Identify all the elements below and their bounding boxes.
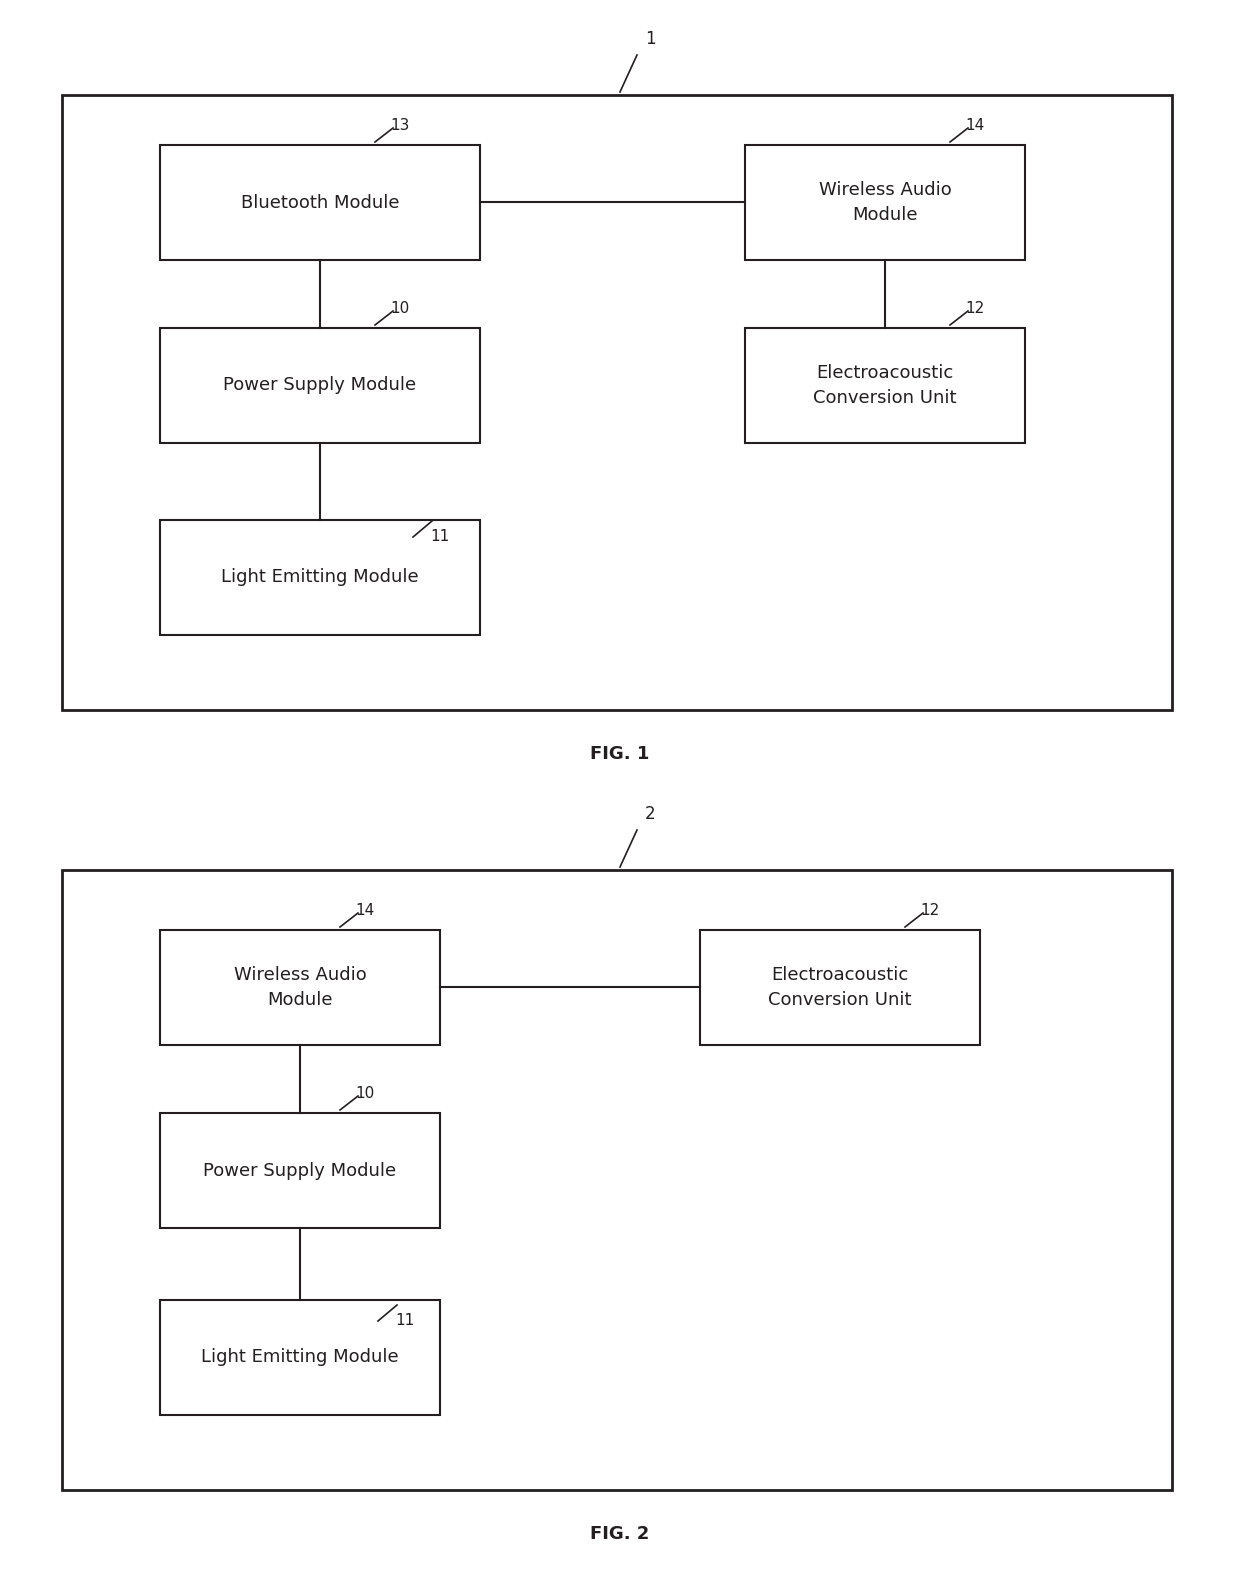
Bar (62, 95, 1172, 711)
Text: Electroacoustic
Conversion Unit: Electroacoustic Conversion Unit (769, 967, 911, 1010)
Text: 2: 2 (645, 805, 656, 824)
Text: Power Supply Module: Power Supply Module (203, 1162, 397, 1180)
Bar (745, 145, 1025, 261)
Text: 10: 10 (355, 1086, 374, 1100)
Text: Light Emitting Module: Light Emitting Module (201, 1348, 399, 1366)
Text: Bluetooth Module: Bluetooth Module (241, 194, 399, 211)
Bar (745, 328, 1025, 444)
Bar (62, 870, 1172, 1490)
Text: Light Emitting Module: Light Emitting Module (221, 569, 419, 587)
Text: 1: 1 (645, 30, 656, 48)
Text: Electroacoustic
Conversion Unit: Electroacoustic Conversion Unit (813, 364, 957, 407)
Bar (160, 145, 480, 261)
Text: 10: 10 (391, 301, 409, 316)
Text: 14: 14 (355, 903, 374, 917)
Text: 14: 14 (965, 118, 985, 134)
Text: 12: 12 (965, 301, 985, 316)
Text: FIG. 2: FIG. 2 (590, 1525, 650, 1542)
Text: 11: 11 (430, 529, 449, 544)
Text: 13: 13 (391, 118, 409, 134)
Text: Wireless Audio
Module: Wireless Audio Module (818, 181, 951, 224)
Text: FIG. 1: FIG. 1 (590, 746, 650, 763)
Text: 11: 11 (396, 1313, 414, 1328)
Text: Wireless Audio
Module: Wireless Audio Module (233, 967, 366, 1010)
Bar (160, 1113, 440, 1227)
Bar (701, 930, 980, 1045)
Bar (160, 930, 440, 1045)
Bar (160, 520, 480, 634)
Text: 12: 12 (920, 903, 939, 917)
Bar (160, 328, 480, 444)
Bar (160, 1301, 440, 1415)
Text: Power Supply Module: Power Supply Module (223, 377, 417, 394)
